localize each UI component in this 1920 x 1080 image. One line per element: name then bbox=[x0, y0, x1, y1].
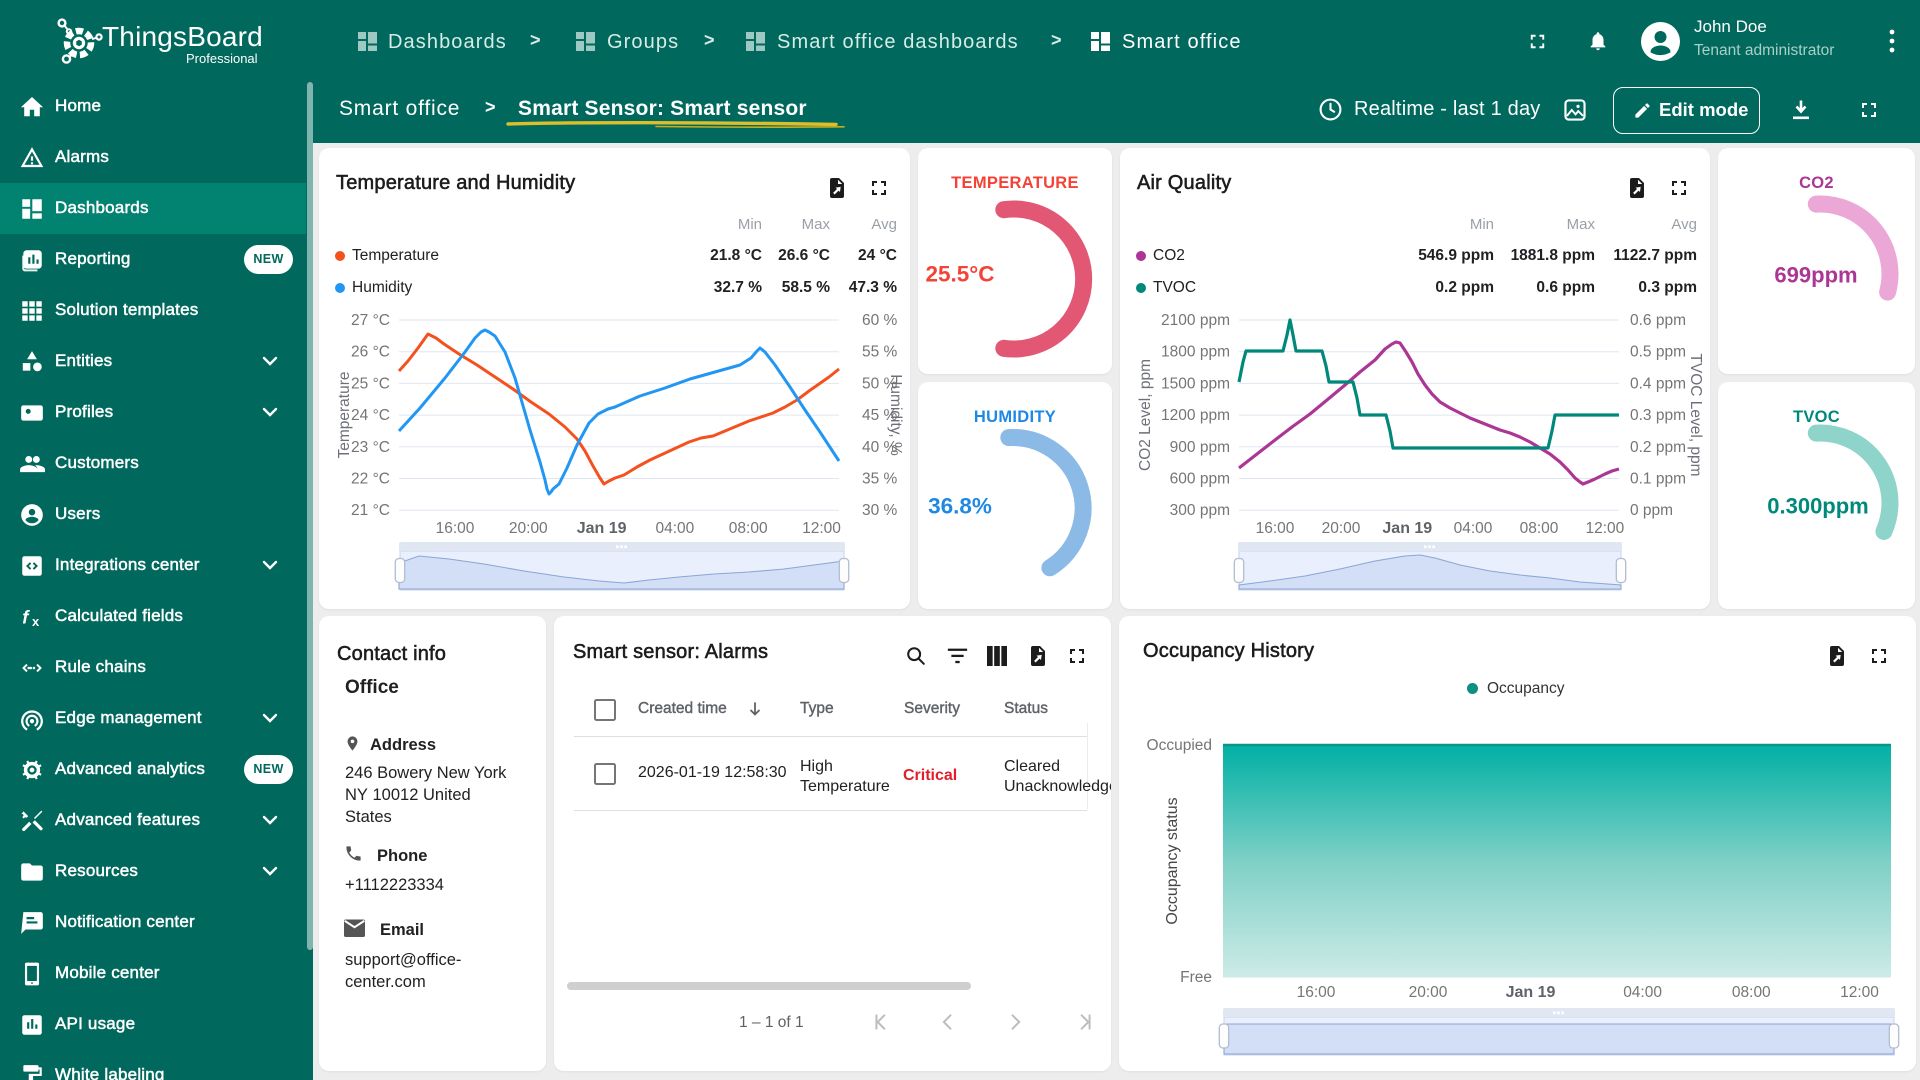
svg-text:12:00: 12:00 bbox=[1840, 984, 1879, 1001]
svg-text:16:00: 16:00 bbox=[436, 520, 475, 537]
svg-text:Temperature: Temperature bbox=[336, 371, 353, 458]
svg-text:1200 ppm: 1200 ppm bbox=[1161, 407, 1230, 424]
svg-text:0.300ppm: 0.300ppm bbox=[1767, 494, 1869, 519]
svg-text:f: f bbox=[22, 606, 30, 627]
svg-text:12:00: 12:00 bbox=[802, 520, 841, 537]
svg-text:08:00: 08:00 bbox=[1520, 520, 1559, 537]
svg-text:50 %: 50 % bbox=[862, 375, 898, 392]
svg-text:04:00: 04:00 bbox=[1454, 520, 1493, 537]
svg-text:Occupied: Occupied bbox=[1147, 737, 1212, 754]
svg-text:20:00: 20:00 bbox=[1409, 984, 1448, 1001]
svg-text:300 ppm: 300 ppm bbox=[1170, 502, 1230, 519]
svg-text:Jan 19: Jan 19 bbox=[1506, 984, 1556, 1001]
svg-text:CO2: CO2 bbox=[1799, 174, 1834, 192]
svg-text:08:00: 08:00 bbox=[1732, 984, 1771, 1001]
svg-text:25.5°C: 25.5°C bbox=[925, 262, 994, 287]
svg-text:1800 ppm: 1800 ppm bbox=[1161, 344, 1230, 361]
svg-text:27 °C: 27 °C bbox=[351, 312, 390, 329]
svg-text:TEMPERATURE: TEMPERATURE bbox=[951, 174, 1079, 192]
svg-text:60 %: 60 % bbox=[862, 312, 898, 329]
svg-text:2100 ppm: 2100 ppm bbox=[1161, 312, 1230, 329]
svg-text:600 ppm: 600 ppm bbox=[1170, 471, 1230, 488]
svg-text:12:00: 12:00 bbox=[1586, 520, 1625, 537]
svg-text:04:00: 04:00 bbox=[656, 520, 695, 537]
svg-text:1500 ppm: 1500 ppm bbox=[1161, 375, 1230, 392]
svg-text:0 ppm: 0 ppm bbox=[1630, 502, 1673, 519]
svg-text:0.2 ppm: 0.2 ppm bbox=[1630, 439, 1686, 456]
svg-text:0.1 ppm: 0.1 ppm bbox=[1630, 471, 1686, 488]
svg-text:0.4 ppm: 0.4 ppm bbox=[1630, 375, 1686, 392]
svg-text:0.5 ppm: 0.5 ppm bbox=[1630, 344, 1686, 361]
svg-text:x: x bbox=[32, 614, 40, 629]
svg-text:21 °C: 21 °C bbox=[351, 502, 390, 519]
svg-text:699ppm: 699ppm bbox=[1774, 263, 1857, 288]
svg-text:Occupancy status: Occupancy status bbox=[1164, 797, 1181, 924]
svg-text:CO2 Level, ppm: CO2 Level, ppm bbox=[1137, 359, 1154, 471]
svg-text:16:00: 16:00 bbox=[1297, 984, 1336, 1001]
svg-text:20:00: 20:00 bbox=[1322, 520, 1361, 537]
svg-text:55 %: 55 % bbox=[862, 344, 898, 361]
svg-text:04:00: 04:00 bbox=[1623, 984, 1662, 1001]
svg-text:0.3 ppm: 0.3 ppm bbox=[1630, 407, 1686, 424]
svg-text:26 °C: 26 °C bbox=[351, 344, 390, 361]
svg-text:20:00: 20:00 bbox=[509, 520, 548, 537]
svg-text:45 %: 45 % bbox=[862, 407, 898, 424]
svg-text:23 °C: 23 °C bbox=[351, 439, 390, 456]
svg-text:Jan 19: Jan 19 bbox=[577, 520, 627, 537]
svg-text:25 °C: 25 °C bbox=[351, 375, 390, 392]
svg-text:35 %: 35 % bbox=[862, 471, 898, 488]
svg-text:22 °C: 22 °C bbox=[351, 471, 390, 488]
svg-text:36.8%: 36.8% bbox=[928, 494, 992, 519]
svg-text:08:00: 08:00 bbox=[729, 520, 768, 537]
svg-text:900 ppm: 900 ppm bbox=[1170, 439, 1230, 456]
svg-text:24 °C: 24 °C bbox=[351, 407, 390, 424]
svg-text:TVOC: TVOC bbox=[1793, 408, 1840, 426]
svg-text:40 %: 40 % bbox=[862, 439, 898, 456]
svg-text:0.6 ppm: 0.6 ppm bbox=[1630, 312, 1686, 329]
svg-text:Humidity, %: Humidity, % bbox=[887, 374, 904, 456]
svg-text:HUMIDITY: HUMIDITY bbox=[974, 408, 1056, 426]
svg-text:Jan 19: Jan 19 bbox=[1382, 520, 1432, 537]
svg-text:Free: Free bbox=[1180, 969, 1212, 986]
svg-text:TVOC Level, ppm: TVOC Level, ppm bbox=[1687, 353, 1704, 476]
svg-text:30 %: 30 % bbox=[862, 502, 898, 519]
svg-text:16:00: 16:00 bbox=[1256, 520, 1295, 537]
